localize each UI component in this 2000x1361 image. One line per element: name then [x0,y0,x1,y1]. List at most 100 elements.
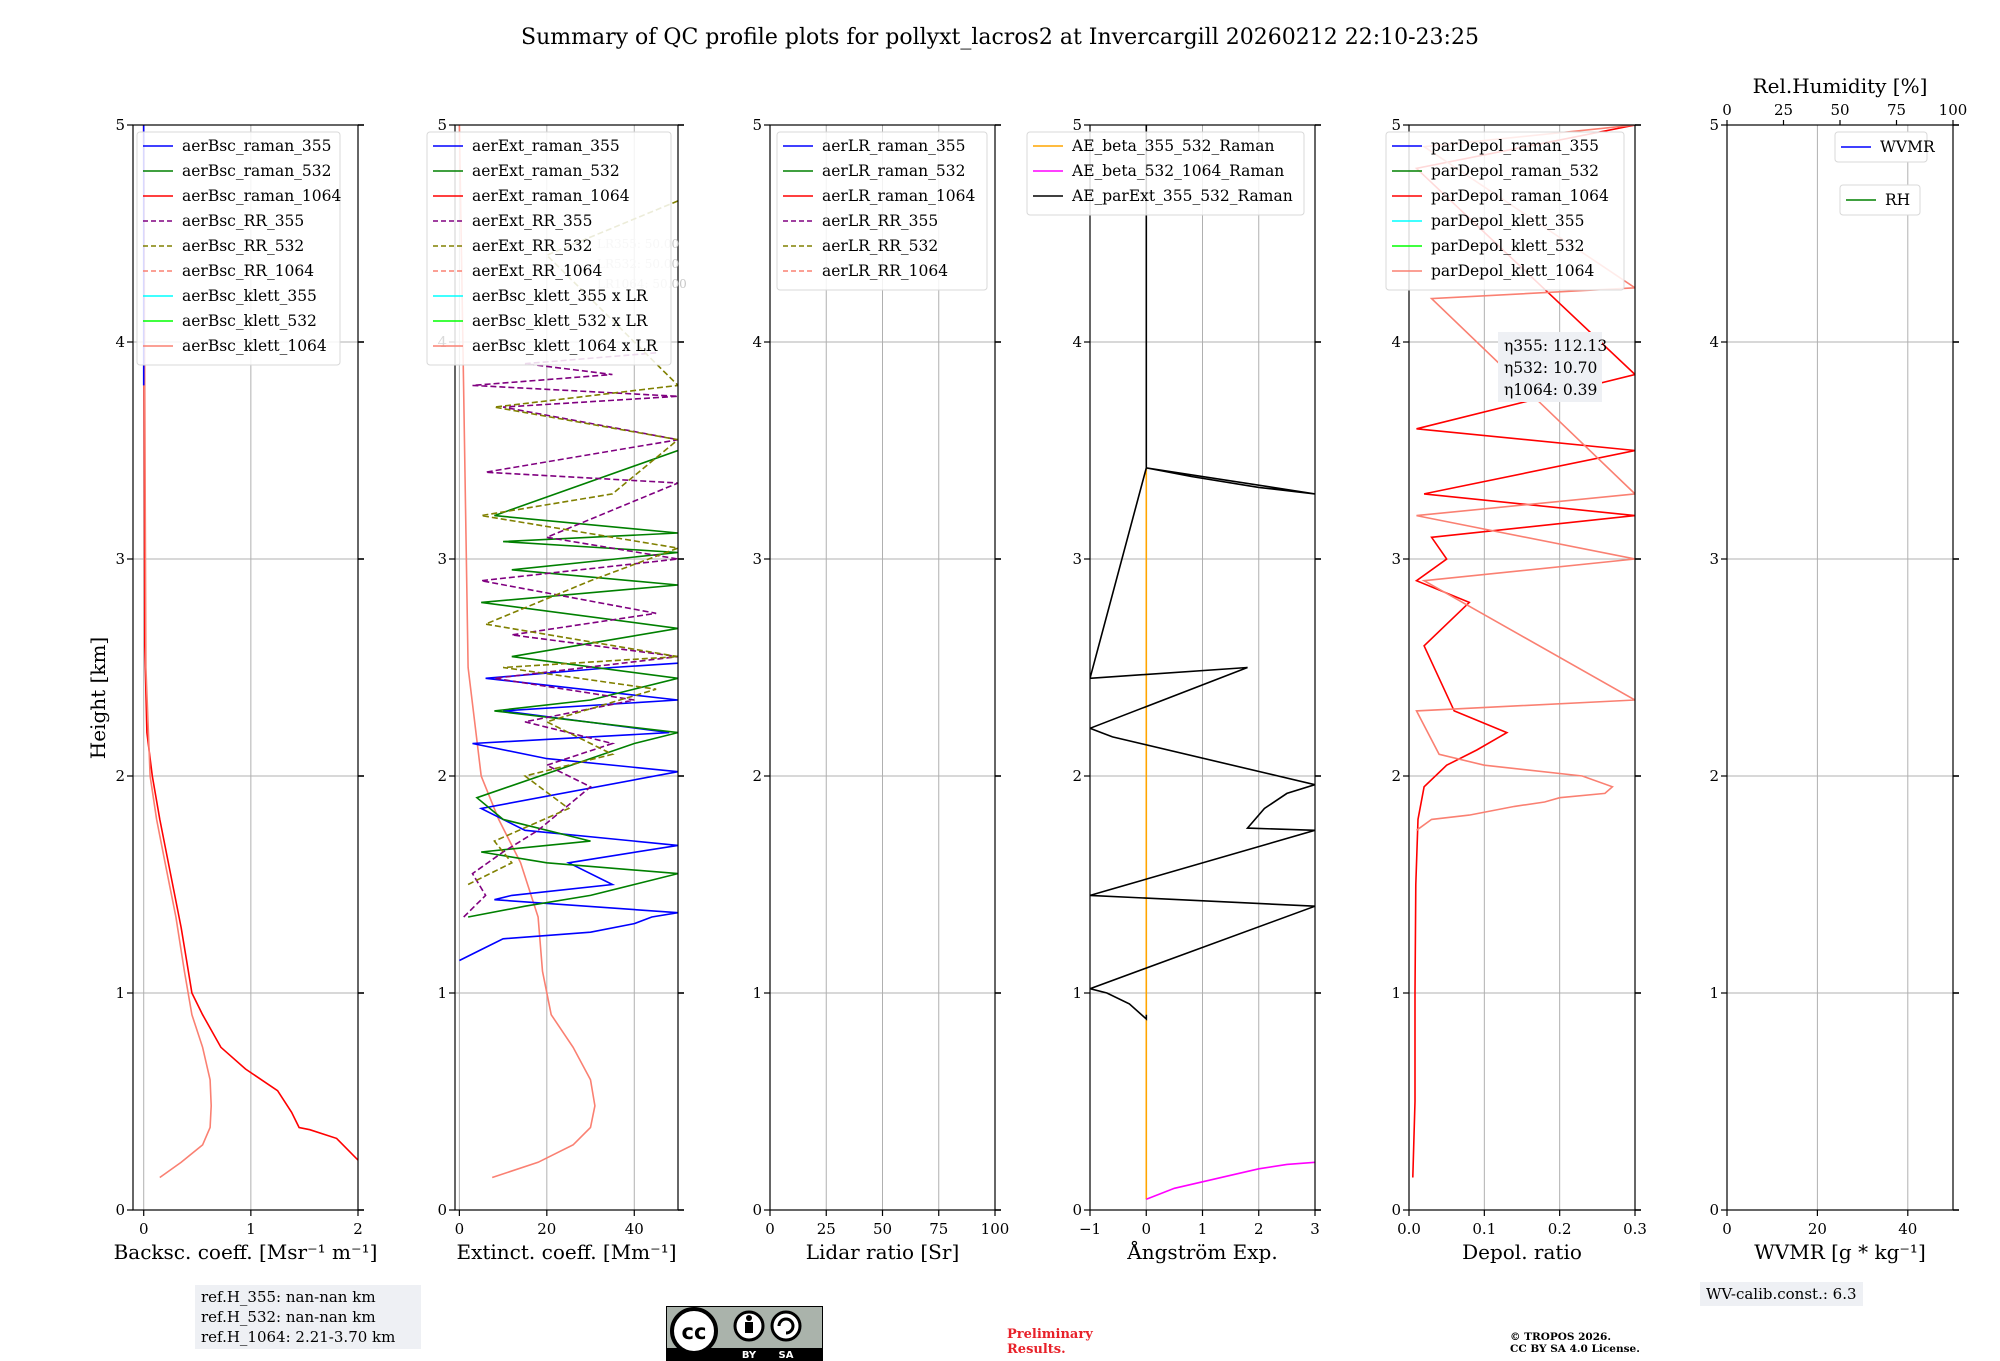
x-tick-label: 0.2 [1548,1220,1572,1238]
panel-1: 0 1 2 0 1 2 3 4 5 Backsc. coeff. [Msr⁻¹ m⁻¹] aerBs… [114,116,378,1264]
legend-entry: aerExt_raman_1064 [472,187,630,205]
eta-label: η355: 112.13 [1504,337,1607,355]
y-tick-label: 3 [115,550,125,568]
y-tick-label: 1 [1709,984,1719,1002]
series-aerBsc_klett_1064 x LR [458,125,596,1179]
legend-entry: parDepol_klett_532 [1431,237,1584,255]
y-tick-label: 2 [1072,767,1082,785]
x-tick-label: 0 [455,1220,465,1238]
reference-height-box: ref.H_355: nan-nan km ref.H_532: nan-nan… [195,1285,421,1349]
copyright-line-2: CC BY SA 4.0 License. [1510,1343,1640,1355]
legend-entry: aerBsc_RR_355 [182,212,304,230]
x-tick-label: 25 [817,1220,836,1238]
legend-entry: aerExt_raman_355 [472,137,620,155]
y-tick-label: 4 [1391,333,1401,351]
y-tick-label: 0 [752,1201,762,1219]
y-tick-label: 1 [1391,984,1401,1002]
panel-2: 02040012345Extinct. coeff. [Mm⁻¹]LR355: … [426,116,687,1264]
series-group [1090,125,1315,1200]
legend-box [1385,131,1625,291]
top-x-tick-label: 25 [1774,101,1793,119]
y-tick-label: 5 [1709,116,1719,134]
cc-by-label: BY [742,1350,757,1361]
legend-entry: aerBsc_raman_1064 [182,187,342,205]
series-aerExt_raman_355 [459,662,678,962]
cc-license-icon: cc BY SA [666,1306,823,1361]
y-tick-label: 1 [437,984,447,1002]
legend-entry: AE_parExt_355_532_Raman [1071,187,1293,205]
series-aerBsc_raman_1064 [142,125,358,1161]
x-axis-label: Extinct. coeff. [Mm⁻¹] [456,1240,676,1264]
x-tick-label: 0 [765,1220,775,1238]
share-alike-icon [770,1310,802,1342]
legend-entry: AE_beta_532_1064_Raman [1071,162,1284,180]
y-axis-label: Height [km] [86,637,110,759]
x-tick-label: 0.3 [1623,1220,1647,1238]
top-x-tick-label: 50 [1830,101,1849,119]
y-tick-label: 1 [115,984,125,1002]
wv-calib-const: WV-calib.const.: 6.3 [1706,1285,1857,1303]
legend-entry: parDepol_raman_532 [1431,162,1599,180]
axes-frame [454,124,679,1211]
top-axis-label: Rel.Humidity [%] [1753,74,1928,98]
copyright-line-1: © TROPOS 2026. [1510,1331,1612,1343]
legend-entry: aerLR_RR_355 [822,212,938,230]
panel-5: 0.0 0.1 0.2 0.3 0 1 2 3 4 5 Depol. ratio η355: 112.… [1385,116,1647,1264]
x-tick-label: −1 [1079,1220,1101,1238]
y-tick-label: 4 [752,333,762,351]
x-tick-label: 0 [1141,1220,1151,1238]
legend-entry: aerBsc_klett_355 x LR [472,287,649,305]
series-aerExt_RR_532 [467,200,678,886]
legend-entry: aerBsc_klett_355 [182,287,317,305]
y-tick-label: 5 [437,116,447,134]
x-tick-label: 2 [353,1220,363,1238]
y-tick-label: 2 [1709,767,1719,785]
legend-entry: aerLR_RR_1064 [822,262,948,280]
panel-6: 0 20 40 0 1 2 3 4 5 WVMR [g * kg⁻¹] 0 25 50 75 100 Rel.… [1709,74,1967,1264]
legend-entry: parDepol_raman_1064 [1431,187,1609,205]
cc-sa-label: SA [779,1350,794,1361]
y-tick-label: 5 [1391,116,1401,134]
axes-frame [1408,124,1636,1211]
eta-label: η1064: 0.39 [1504,381,1597,399]
legend-entry: aerBsc_klett_532 [182,312,317,330]
legend-entry: aerBsc_raman_355 [182,137,332,155]
legend-entry: AE_beta_355_532_Raman [1071,137,1274,155]
ref-height-355: ref.H_355: nan-nan km [201,1288,376,1306]
top-x-tick-label: 0 [1722,101,1732,119]
panel-3: 0 25 50 75 100 0 1 2 3 4 5 Lidar ratio [Sr] aerLR_ra… [752,116,1009,1264]
ref-height-1064: ref.H_1064: 2.21-3.70 km [201,1328,396,1346]
x-tick-label: 2 [1254,1220,1264,1238]
legend-entry: aerExt_raman_532 [472,162,620,180]
x-tick-label: 40 [1898,1220,1917,1238]
figure-title: Summary of QC profile plots for pollyxt_… [521,25,1479,50]
y-tick-label: 4 [115,333,125,351]
x-tick-label: 1 [1198,1220,1208,1238]
y-tick-label: 5 [115,116,125,134]
x-tick-label: 3 [1310,1220,1320,1238]
series-AE_beta_532_1064_Raman [1146,1161,1315,1200]
x-tick-label: 0.0 [1397,1220,1421,1238]
legend-entry: aerBsc_klett_1064 [182,337,327,355]
x-axis-label: Backsc. coeff. [Msr⁻¹ m⁻¹] [114,1240,378,1264]
y-tick-label: 1 [752,984,762,1002]
legend-entry: aerLR_raman_532 [822,162,965,180]
legend-entry: parDepol_klett_1064 [1431,262,1594,280]
series-group [458,125,678,1179]
y-tick-label: 3 [437,550,447,568]
legend-entry: aerBsc_klett_532 x LR [472,312,649,330]
preliminary-line-2: Results. [1007,1342,1066,1357]
y-tick-label: 3 [752,550,762,568]
legend-box [1026,131,1305,216]
preliminary-line-1: Preliminary [1007,1327,1093,1342]
eta-box [1498,332,1602,402]
legend-entry: RH [1885,191,1910,209]
eta-label: η532: 10.70 [1504,359,1597,377]
series-aerExt_raman_532 [467,449,678,918]
x-tick-label: 0 [1722,1220,1732,1238]
x-axis-label: WVMR [g * kg⁻¹] [1754,1240,1926,1264]
legend-entry: aerExt_RR_355 [472,212,593,230]
y-tick-label: 2 [752,767,762,785]
y-tick-label: 2 [1391,767,1401,785]
